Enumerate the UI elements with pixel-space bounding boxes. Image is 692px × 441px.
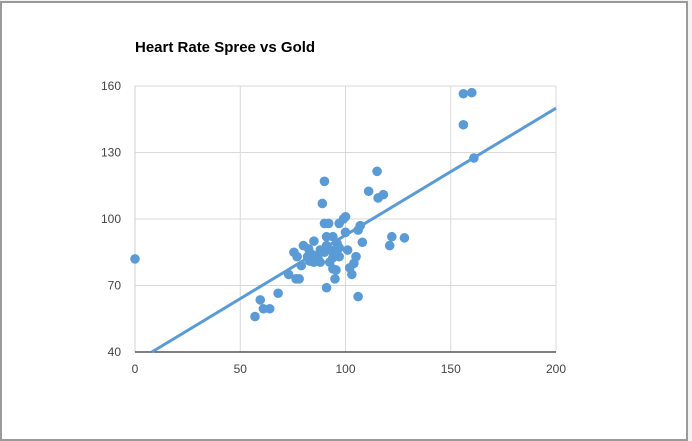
- data-point: [273, 288, 283, 299]
- data-point: [467, 87, 477, 98]
- data-point: [130, 254, 140, 264]
- data-point: [330, 274, 340, 284]
- data-point: [357, 237, 368, 248]
- y-tick-label: 100: [101, 212, 121, 226]
- data-point: [387, 231, 397, 242]
- data-point: [255, 295, 266, 305]
- data-point: [340, 211, 351, 222]
- y-tick-label: 70: [108, 279, 122, 293]
- data-point: [292, 251, 302, 262]
- data-point: [294, 274, 304, 284]
- data-point: [309, 236, 319, 246]
- data-point: [458, 88, 469, 99]
- data-point: [264, 303, 275, 314]
- data-point: [363, 186, 374, 197]
- x-tick-label: 150: [441, 362, 461, 376]
- data-point: [399, 233, 410, 243]
- data-point: [332, 249, 342, 260]
- trendline: [151, 106, 557, 354]
- data-point: [458, 119, 469, 130]
- data-point: [372, 166, 382, 177]
- y-tick-label: 130: [101, 146, 121, 160]
- chart-title: Heart Rate Spree vs Gold: [135, 39, 316, 56]
- data-point: [378, 189, 389, 200]
- data-point: [321, 282, 332, 293]
- data-point: [353, 291, 363, 302]
- data-point: [319, 176, 330, 187]
- data-point: [351, 251, 361, 262]
- x-tick-label: 0: [132, 362, 139, 376]
- x-tick-label: 50: [234, 362, 248, 376]
- data-point: [384, 240, 395, 251]
- data-point: [250, 311, 260, 322]
- data-point: [323, 218, 334, 229]
- data-point: [317, 198, 328, 209]
- x-tick-label: 100: [335, 362, 355, 376]
- y-tick-label: 160: [101, 79, 121, 93]
- data-point: [347, 269, 357, 280]
- x-tick-label: 200: [546, 362, 566, 376]
- data-point: [342, 245, 353, 255]
- y-tick-label: 40: [108, 345, 122, 359]
